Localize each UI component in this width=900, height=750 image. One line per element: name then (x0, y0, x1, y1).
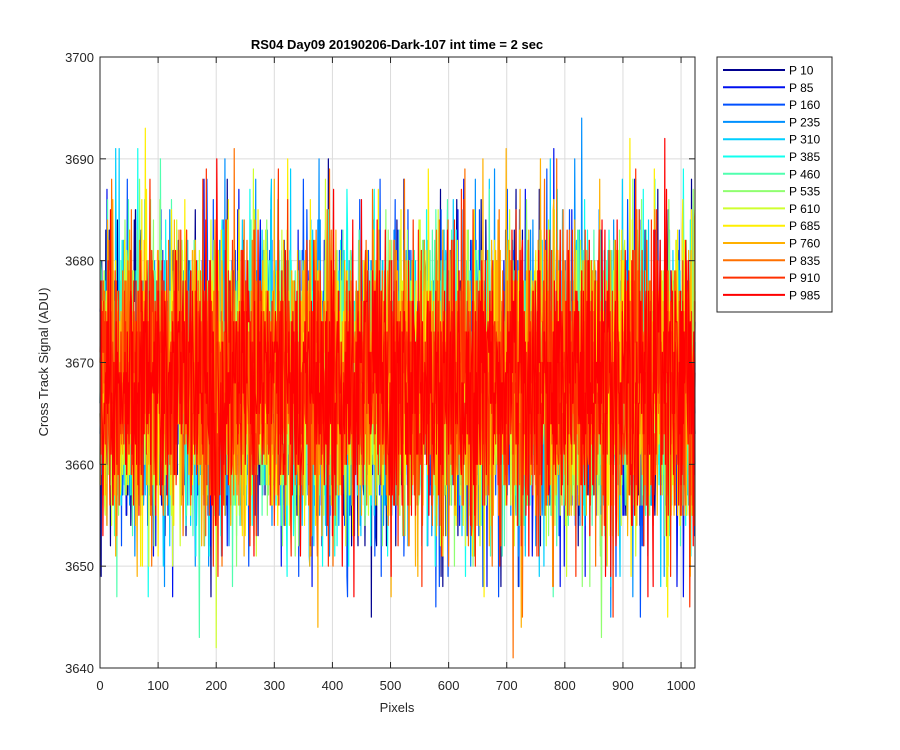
y-tick-label: 3650 (65, 559, 94, 574)
y-tick-label: 3660 (65, 457, 94, 472)
y-tick-label: 3690 (65, 152, 94, 167)
legend-label: P 835 (789, 254, 820, 268)
data-series-group (99, 117, 696, 659)
y-tick-label: 3640 (65, 661, 94, 676)
x-tick-label: 200 (205, 678, 227, 693)
legend-entry: P 610 (723, 202, 820, 216)
legend-box (716, 56, 833, 313)
x-tick-label: 1000 (667, 678, 696, 693)
legend-entry: P 235 (723, 115, 820, 129)
legend-entry: P 835 (723, 254, 820, 268)
chart-title: RS04 Day09 20190206-Dark-107 int time = … (251, 37, 543, 52)
legend-label: P 85 (789, 81, 814, 95)
legend-label: P 760 (789, 237, 820, 251)
legend: P 10 P 85 P 160 P 235 P 310 P 385 P 460 P 535 P … (716, 56, 833, 313)
x-tick-label: 500 (380, 678, 402, 693)
x-tick-label: 900 (612, 678, 634, 693)
legend-entry: P 760 (723, 237, 820, 251)
y-tick-label: 3670 (65, 356, 94, 371)
legend-entry: P 160 (723, 98, 820, 112)
x-tick-label: 600 (438, 678, 460, 693)
legend-entry: P 460 (723, 167, 820, 181)
x-tick-label: 400 (322, 678, 344, 693)
y-axis-label: Cross Track Signal (ADU) (36, 288, 51, 437)
x-tick-label: 100 (147, 678, 169, 693)
x-axis-label: Pixels (380, 700, 415, 715)
legend-label: P 10 (789, 64, 814, 78)
x-tick-label: 0 (96, 678, 103, 693)
x-tick-label: 700 (496, 678, 518, 693)
legend-entry: P 10 (723, 64, 814, 78)
x-tick-label: 800 (554, 678, 576, 693)
legend-entry: P 85 (723, 81, 814, 95)
legend-label: P 910 (789, 271, 820, 285)
legend-label: P 385 (789, 150, 820, 164)
legend-label: P 985 (789, 288, 820, 302)
y-tick-label: 3700 (65, 50, 94, 65)
series-line (99, 137, 696, 598)
legend-label: P 160 (789, 98, 820, 112)
legend-entry: P 910 (723, 271, 820, 285)
axis-ticks: 0 100 200 300 400 500 600 700 800 900 1000 3640 3650… (65, 50, 695, 693)
legend-label: P 685 (789, 219, 820, 233)
legend-label: P 235 (789, 115, 820, 129)
legend-label: P 610 (789, 202, 820, 216)
legend-label: P 535 (789, 185, 820, 199)
legend-entry: P 985 (723, 288, 820, 302)
legend-entry: P 685 (723, 219, 820, 233)
x-tick-label: 300 (263, 678, 285, 693)
legend-entry: P 385 (723, 150, 820, 164)
legend-label: P 460 (789, 167, 820, 181)
legend-entry: P 535 (723, 185, 820, 199)
y-tick-label: 3680 (65, 254, 94, 269)
legend-label: P 310 (789, 133, 820, 147)
legend-entry: P 310 (723, 133, 820, 147)
